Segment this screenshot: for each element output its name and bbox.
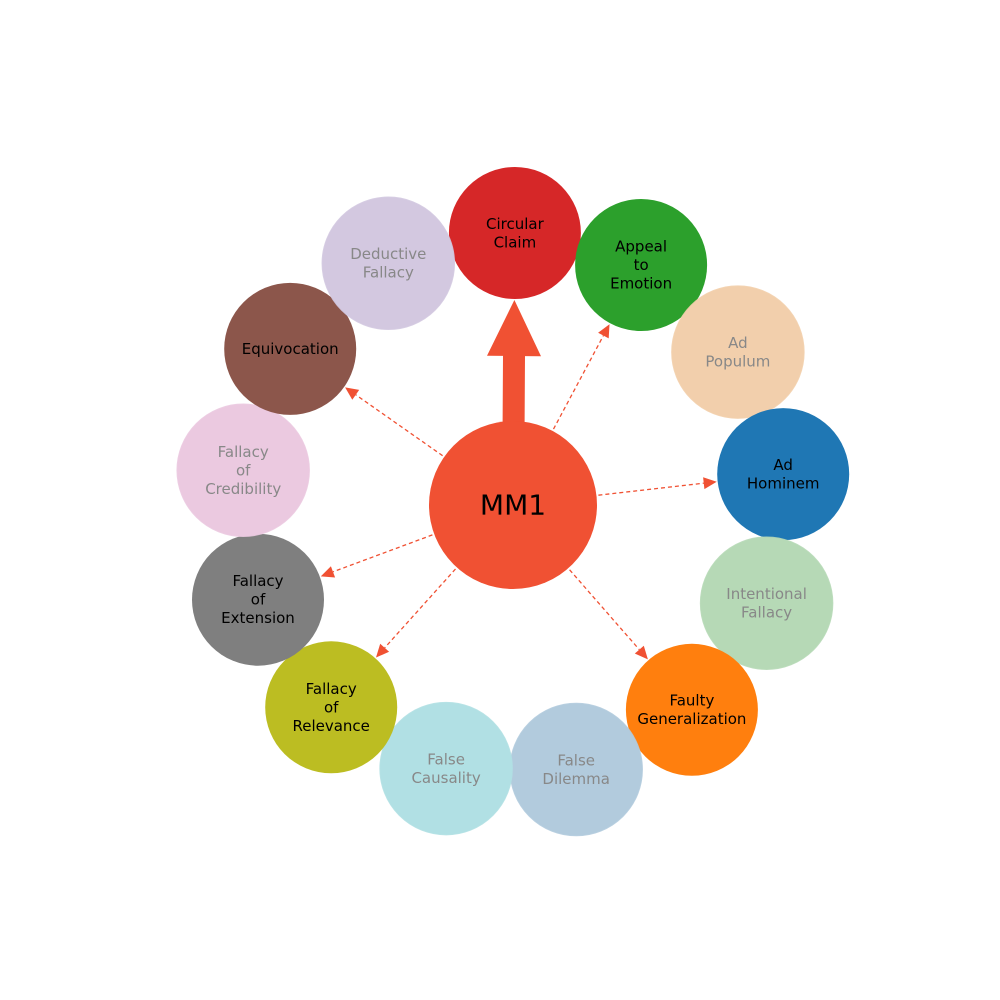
node-label-fallacy-of-relevance: Relevance: [292, 717, 369, 735]
node-label-deductive-fallacy: Deductive: [350, 245, 426, 263]
node-label-appeal-to-emotion: Appeal: [615, 238, 667, 256]
node-circle-fallacy-of-relevance: [265, 641, 398, 774]
edge-faulty-generalization: [569, 569, 640, 651]
node-label-deductive-fallacy: Fallacy: [363, 264, 414, 282]
node-circle-faulty-generalization: [625, 643, 758, 776]
node-label-circular-claim: Claim: [494, 233, 537, 251]
node-label-intentional-fallacy: Fallacy: [741, 604, 792, 622]
edge-equivocation: [355, 394, 443, 457]
node-label-equivocation: Equivocation: [242, 340, 339, 358]
edge-arrowhead-faulty-generalization: [634, 645, 648, 660]
node-circle-false-causality: [379, 701, 513, 836]
node-label-ad-populum: Populum: [705, 352, 770, 370]
node-label-circular-claim: Circular: [486, 215, 545, 233]
node-label-fallacy-of-credibility: Fallacy: [218, 443, 269, 461]
node-label-false-causality: False: [427, 750, 465, 768]
edge-arrowhead-fallacy-of-extension: [320, 566, 336, 578]
edge-arrowhead-ad-hominem: [703, 477, 717, 490]
thick-arrow-circular-claim: [487, 300, 541, 424]
node-label-fallacy-of-credibility: of: [236, 461, 251, 479]
node-label-fallacy-of-relevance: of: [324, 698, 339, 716]
center-node[interactable]: MM1: [429, 421, 597, 589]
node-label-appeal-to-emotion: Emotion: [610, 275, 672, 293]
node-label-fallacy-of-extension: Extension: [221, 609, 295, 627]
node-label-appeal-to-emotion: to: [634, 256, 649, 274]
node-label-fallacy-of-extension: of: [251, 591, 266, 609]
node-label-faulty-generalization: Generalization: [637, 710, 746, 728]
edge-appeal-to-emotion: [552, 335, 604, 430]
node-label-fallacy-of-credibility: Credibility: [205, 480, 281, 498]
edge-fallacy-of-extension: [332, 534, 433, 573]
node-label-ad-populum: Ad: [728, 334, 748, 352]
node-label-false-dilemma: Dilemma: [542, 770, 610, 788]
center-label: MM1: [480, 489, 546, 522]
node-label-intentional-fallacy: Intentional: [726, 585, 807, 603]
node-label-ad-hominem: Hominem: [747, 474, 820, 492]
edge-arrowhead-equivocation: [345, 387, 360, 400]
node-circle-fallacy-of-credibility: [176, 403, 310, 538]
node-label-false-causality: Causality: [411, 769, 480, 787]
node-label-ad-hominem: Ad: [773, 456, 793, 474]
node-circle-ad-populum: [671, 285, 805, 419]
node-equivocation[interactable]: Equivocation: [224, 282, 357, 415]
edge-arrowhead-appeal-to-emotion: [598, 324, 610, 339]
node-label-faulty-generalization: Faulty: [669, 692, 714, 710]
node-circle-intentional-fallacy: [699, 536, 834, 670]
edge-arrowhead-fallacy-of-relevance: [376, 643, 390, 658]
node-label-fallacy-of-extension: Fallacy: [232, 572, 283, 590]
node-circle-circular-claim: [448, 167, 581, 299]
edge-fallacy-of-relevance: [384, 568, 456, 649]
edges: [320, 300, 717, 660]
node-circle-equivocation: [224, 282, 357, 415]
node-circle-ad-hominem: [717, 408, 850, 541]
edge-ad-hominem: [598, 482, 704, 496]
node-circle-fallacy-of-extension: [192, 533, 324, 666]
node-circle-deductive-fallacy: [321, 196, 456, 331]
center-circle: [429, 421, 597, 589]
node-label-false-dilemma: False: [557, 751, 595, 769]
node-circle-appeal-to-emotion: [575, 199, 708, 331]
node-label-fallacy-of-relevance: Fallacy: [306, 680, 357, 698]
